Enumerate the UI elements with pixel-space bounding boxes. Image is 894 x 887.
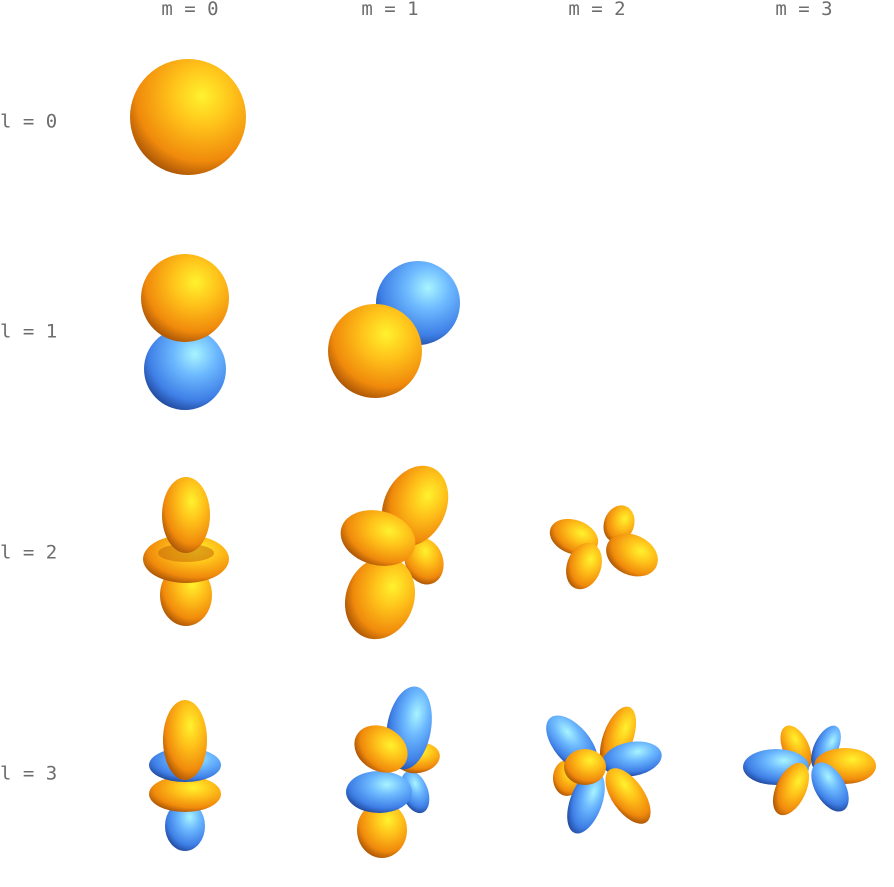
positive-lobe bbox=[141, 254, 229, 342]
negative-lobe bbox=[165, 801, 205, 851]
column-label-m3: m = 3 bbox=[775, 0, 833, 20]
orbital-l1-m0 bbox=[141, 254, 229, 410]
orbital-l1-m1 bbox=[328, 261, 460, 398]
negative-lobe bbox=[400, 770, 430, 814]
orbital-l0-m0 bbox=[130, 59, 246, 175]
column-label-m1: m = 1 bbox=[361, 0, 419, 20]
positive-lobe bbox=[149, 776, 221, 812]
orbital-l2-m2 bbox=[549, 505, 658, 590]
negative-lobe bbox=[144, 328, 226, 410]
positive-lobe bbox=[603, 505, 635, 543]
negative-lobe bbox=[567, 770, 605, 834]
row-label-l1: l = 1 bbox=[0, 320, 58, 343]
column-label-m0: m = 0 bbox=[161, 0, 219, 20]
orbital-l3-m0 bbox=[149, 700, 221, 851]
positive-lobe bbox=[606, 533, 658, 577]
orbital-l3-m1 bbox=[346, 686, 440, 858]
positive-lobe bbox=[566, 542, 602, 590]
positive-lobe bbox=[162, 477, 210, 553]
negative-lobe bbox=[602, 741, 662, 777]
negative-lobe bbox=[811, 762, 849, 812]
positive-lobe bbox=[344, 556, 416, 640]
positive-lobe bbox=[328, 304, 422, 398]
orbital-l2-m0 bbox=[143, 477, 229, 626]
positive-lobe bbox=[605, 768, 651, 824]
row-label-l2: l = 2 bbox=[0, 541, 58, 564]
positive-lobe bbox=[357, 802, 407, 858]
row-label-l3: l = 3 bbox=[0, 762, 58, 785]
row-label-l0: l = 0 bbox=[0, 110, 58, 133]
positive-lobe bbox=[564, 749, 606, 785]
positive-lobe bbox=[772, 762, 810, 816]
orbital-l3-m3 bbox=[743, 725, 876, 816]
orbital-l3-m2 bbox=[546, 706, 662, 834]
positive-lobe bbox=[130, 59, 246, 175]
orbital-l2-m1 bbox=[340, 465, 449, 640]
column-label-m2: m = 2 bbox=[568, 0, 626, 20]
positive-lobe bbox=[340, 510, 416, 566]
positive-lobe bbox=[163, 700, 207, 780]
negative-lobe bbox=[346, 771, 412, 813]
positive-lobe bbox=[354, 725, 408, 773]
